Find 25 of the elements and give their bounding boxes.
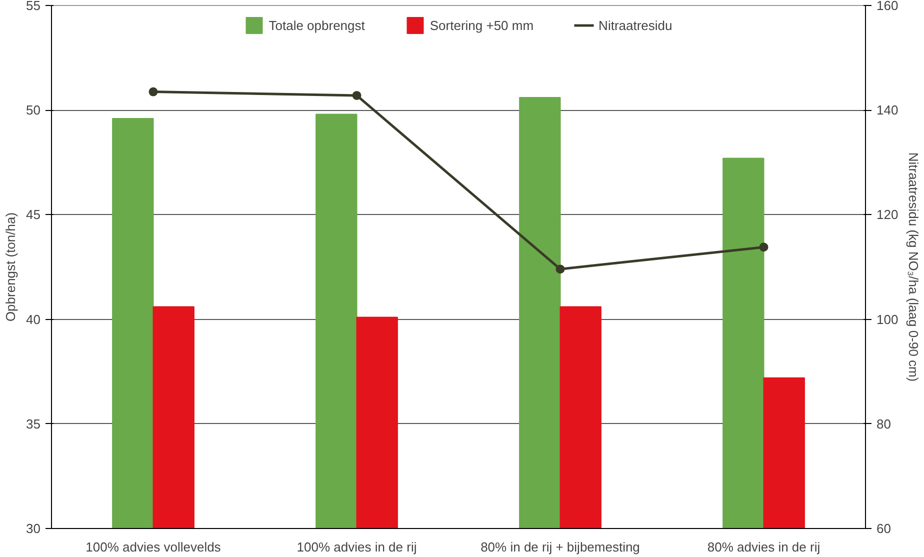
point [352, 90, 362, 100]
y-tick-label: 40 [26, 312, 41, 327]
x-tick-label: 80% advies in de rij [707, 540, 820, 554]
y2-tick-label: 160 [876, 0, 898, 13]
legend-label: Sortering +50 mm [430, 18, 534, 32]
y-tick-label: 30 [26, 521, 41, 536]
x-tick-label: 80% in de rij + bijbemesting [480, 540, 640, 554]
legend-label: Totale opbrengst [268, 18, 365, 32]
y2-axis-title: Nitraatresidu (kg NO₃/ha (laag 0-90 cm) [906, 152, 922, 382]
y-tick-label: 35 [26, 416, 41, 432]
y2-tick-label: 60 [876, 521, 891, 536]
y-tick-label: 45 [26, 207, 41, 222]
y-tick-label: 50 [26, 102, 41, 118]
y2-tick-label: 100 [876, 312, 898, 327]
point [759, 242, 768, 252]
legend-label: Nitraatresidu [598, 18, 672, 32]
y-axis-title: Opbrengst (ton/ha) [3, 212, 18, 322]
y-tick-label: 55 [26, 0, 41, 13]
point [556, 264, 565, 274]
x-tick-label: 100% advies vollevelds [86, 540, 222, 554]
y2-tick-label: 120 [876, 207, 898, 222]
y2-tick-label: 140 [876, 102, 898, 118]
x-tick-label: 100% advies in de rij [296, 540, 417, 554]
y2-tick-label: 80 [876, 416, 891, 432]
point [148, 87, 158, 96]
